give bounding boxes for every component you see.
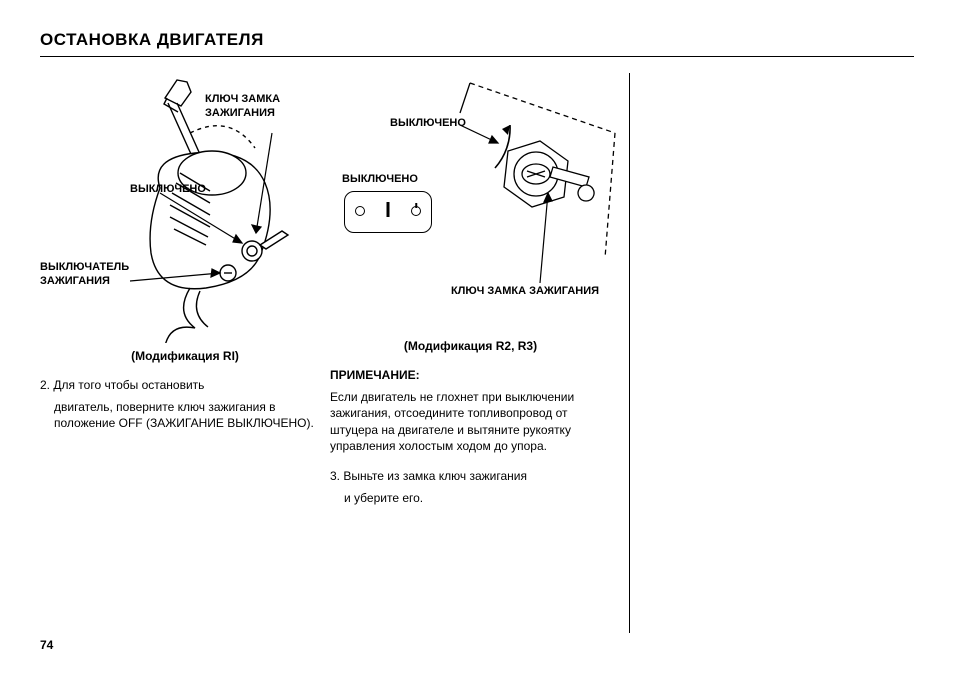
step-3-lead: 3. Выньте из замка ключ зажигания	[330, 469, 527, 483]
column-middle: ВЫКЛЮЧЕНО ВЫКЛЮЧЕНО КЛЮЧ ЗАМКА ЗАЖИГАНИЯ…	[330, 73, 630, 633]
plate-start-icon	[411, 206, 421, 216]
step-3-text: 3. Выньте из замка ключ зажигания и убер…	[330, 468, 611, 506]
label-ignition-key: КЛЮЧ ЗАМКАЗАЖИГАНИЯ	[205, 93, 280, 121]
plate-slot-icon	[387, 202, 390, 217]
label-off-plate: ВЫКЛЮЧЕНО	[342, 173, 418, 187]
note-heading: ПРИМЕЧАНИЕ:	[330, 367, 611, 383]
label-off-arrow: ВЫКЛЮЧЕНО	[390, 117, 466, 131]
modification-r2r3: (Модификация R2, R3)	[330, 339, 611, 353]
label-ignition-key-r2: КЛЮЧ ЗАМКА ЗАЖИГАНИЯ	[435, 285, 615, 299]
plate-circle-icon	[355, 206, 365, 216]
column-right	[630, 73, 890, 633]
switch-plate-icon	[344, 191, 432, 233]
step-3-cont: и уберите его.	[330, 490, 611, 506]
note-block: ПРИМЕЧАНИЕ: Если двигатель не глохнет пр…	[330, 367, 611, 454]
diagram-r2r3: ВЫКЛЮЧЕНО ВЫКЛЮЧЕНО КЛЮЧ ЗАМКА ЗАЖИГАНИЯ	[330, 73, 611, 333]
label-ignition-switch: ВЫКЛЮЧАТЕЛЬЗАЖИГАНИЯ	[40, 261, 129, 289]
content-columns: КЛЮЧ ЗАМКАЗАЖИГАНИЯ ВЫКЛЮЧЕНО ВЫКЛЮЧАТЕЛ…	[40, 73, 914, 633]
column-left: КЛЮЧ ЗАМКАЗАЖИГАНИЯ ВЫКЛЮЧЕНО ВЫКЛЮЧАТЕЛ…	[40, 73, 330, 633]
ri-illustration	[40, 73, 330, 343]
step-2-cont: двигатель, поверните ключ зажигания в по…	[40, 399, 330, 431]
modification-ri: (Модификация RI)	[40, 349, 330, 363]
step-2-lead: 2. Для того чтобы остановить	[40, 378, 204, 392]
step-2-text: 2. Для того чтобы остановить двигатель, …	[40, 377, 330, 432]
page-title: ОСТАНОВКА ДВИГАТЕЛЯ	[40, 30, 914, 57]
note-body: Если двигатель не глохнет при выключении…	[330, 389, 611, 454]
label-off: ВЫКЛЮЧЕНО	[130, 183, 206, 197]
page-number: 74	[40, 638, 53, 652]
diagram-ri: КЛЮЧ ЗАМКАЗАЖИГАНИЯ ВЫКЛЮЧЕНО ВЫКЛЮЧАТЕЛ…	[40, 73, 330, 343]
